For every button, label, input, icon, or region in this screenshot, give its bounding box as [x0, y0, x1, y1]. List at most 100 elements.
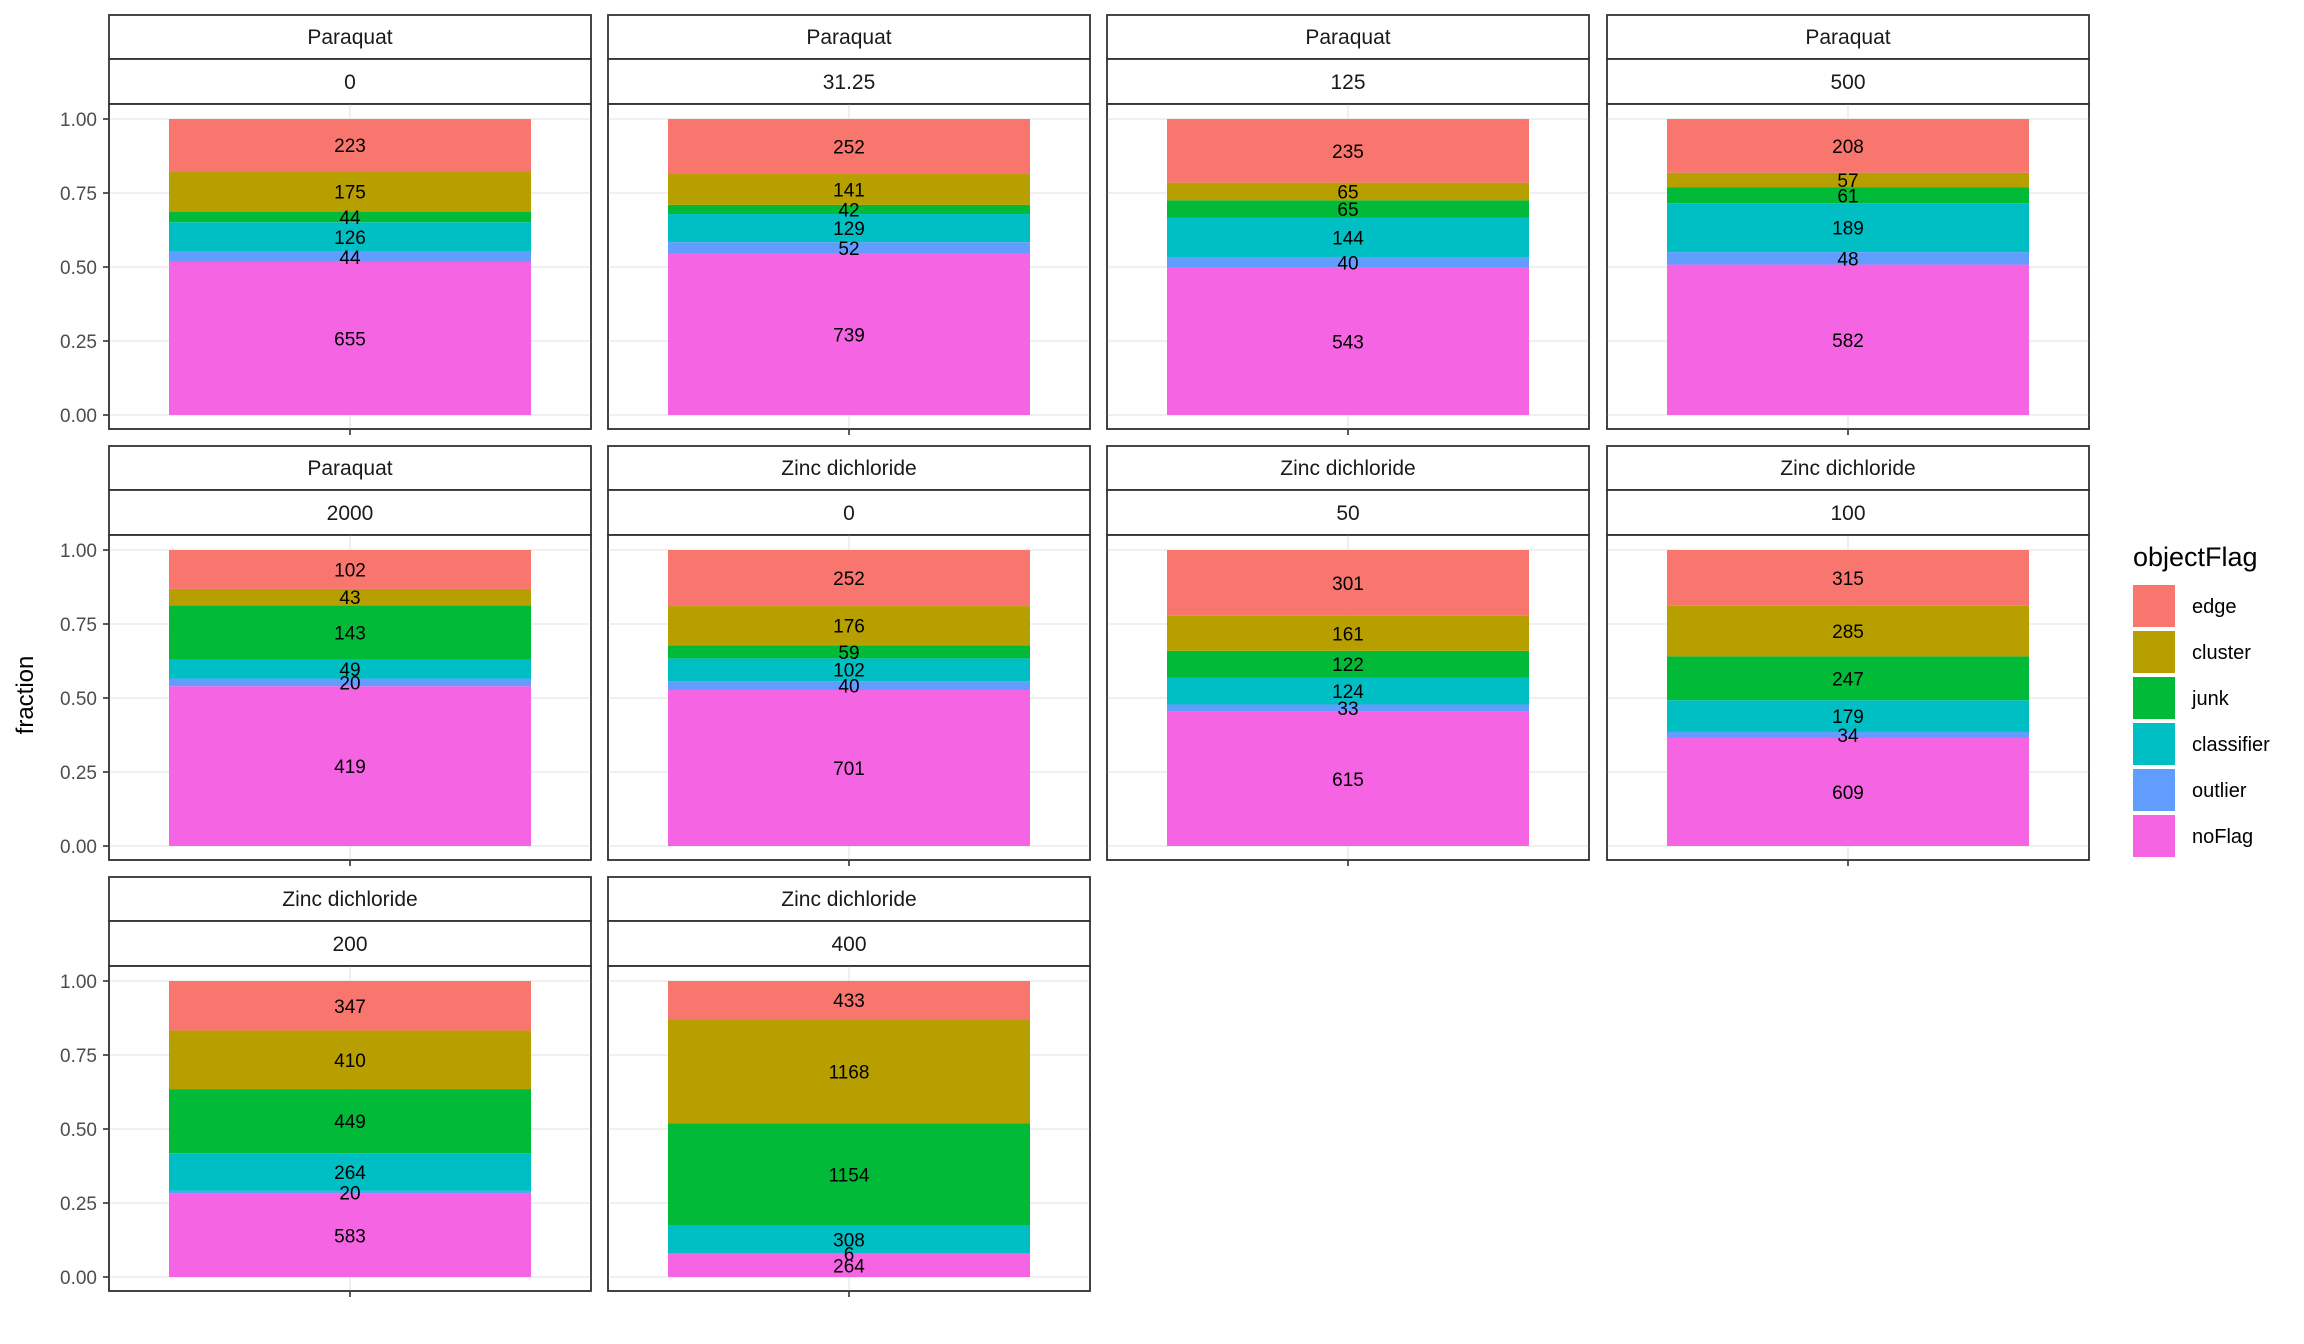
data-label-junk: 65 [1337, 200, 1358, 221]
bar-segment-junk [169, 211, 531, 223]
bar-segment-outlier [668, 681, 1030, 690]
data-label-cluster: 285 [1832, 622, 1864, 643]
y-tick-label: 1.00 [60, 541, 97, 562]
data-label-edge: 235 [1332, 142, 1364, 163]
facet-strip-dose-label: 400 [831, 933, 866, 956]
data-label-edge: 252 [833, 569, 865, 590]
data-label-classifier: 189 [1832, 219, 1864, 240]
bar-segment-outlier [169, 1190, 531, 1194]
legend-key-junk [2133, 677, 2175, 719]
legend-label-noFlag: noFlag [2192, 826, 2253, 848]
data-label-cluster: 65 [1337, 183, 1358, 204]
bar-segment-edge [668, 119, 1030, 175]
bar-segment-edge [1167, 550, 1529, 616]
bar-segment-junk [1167, 650, 1529, 678]
bar-segment-outlier [668, 242, 1030, 254]
y-tick-label: 0.00 [60, 406, 97, 427]
facet-strip-dose [607, 58, 1091, 105]
data-label-junk: 44 [339, 208, 361, 229]
facet-strip-compound [607, 445, 1091, 491]
bar-segment-classifier [169, 222, 531, 252]
legend-label-cluster: cluster [2192, 642, 2251, 664]
legend-item-noFlag: noFlag [2133, 815, 2253, 857]
legend-item-classifier: classifier [2133, 723, 2270, 765]
facet-strip-dose [1606, 489, 2090, 536]
facet-strip-dose-label: 500 [1830, 71, 1865, 94]
y-tick-label: 0.75 [60, 1046, 97, 1067]
facet-strip-compound [607, 14, 1091, 60]
data-label-edge: 223 [334, 136, 366, 157]
bar-segment-cluster [668, 1019, 1030, 1124]
data-label-classifier: 144 [1332, 228, 1364, 249]
facet-strip-dose-label: 100 [1830, 502, 1865, 525]
y-tick-label: 0.50 [60, 689, 97, 710]
data-label-cluster: 141 [833, 180, 865, 201]
legend-item-outlier: outlier [2133, 769, 2247, 811]
data-label-classifier: 126 [334, 228, 366, 249]
data-label-edge: 102 [334, 560, 366, 581]
data-label-junk: 1154 [829, 1165, 870, 1186]
data-label-edge: 208 [1832, 137, 1864, 158]
bar-segment-cluster [668, 174, 1030, 205]
legend-item-cluster: cluster [2133, 631, 2251, 673]
facet-strip-compound-label: Zinc dichloride [1280, 457, 1415, 480]
data-label-noFlag: 264 [833, 1256, 865, 1277]
data-label-edge: 252 [833, 138, 865, 159]
bar-segment-edge [1667, 119, 2029, 173]
bar-segment-cluster [668, 606, 1030, 646]
bar-segment-cluster [1167, 615, 1529, 651]
data-label-classifier: 308 [833, 1230, 865, 1251]
facet-strip-compound [108, 14, 592, 60]
data-label-outlier: 40 [838, 677, 859, 698]
data-label-junk: 143 [334, 624, 366, 645]
legend-label-edge: edge [2192, 596, 2237, 618]
legend-label-junk: junk [2191, 688, 2230, 710]
bar-segment-classifier [1167, 677, 1529, 705]
data-label-cluster: 161 [1332, 624, 1364, 645]
data-label-outlier: 20 [339, 1183, 360, 1204]
bar-segment-cluster [1167, 182, 1529, 201]
bar-segment-classifier [1667, 700, 2029, 732]
legend-item-junk: junk [2133, 677, 2230, 719]
facet-strip-dose [108, 58, 592, 105]
facet-strip-compound [108, 445, 592, 491]
bar-segment-outlier [1667, 252, 2029, 265]
bar-segment-noFlag [169, 1193, 531, 1277]
bar-segment-classifier [1667, 203, 2029, 253]
bar-segment-junk [1167, 200, 1529, 218]
bar-segment-edge [169, 119, 531, 172]
bar-segment-noFlag [169, 686, 531, 846]
bar-segment-classifier [668, 214, 1030, 243]
bar-segment-edge [169, 981, 531, 1031]
y-tick-label: 1.00 [60, 972, 97, 993]
facet-strip-compound-label: Paraquat [1305, 26, 1390, 49]
data-label-outlier: 34 [1837, 726, 1859, 747]
facet-strip-compound-label: Zinc dichloride [1780, 457, 1915, 480]
facet-strip-dose-label: 0 [843, 502, 855, 525]
data-label-noFlag: 609 [1832, 783, 1864, 804]
data-label-cluster: 176 [833, 617, 865, 638]
facet-strip-dose [1106, 58, 1590, 105]
data-label-noFlag: 739 [833, 325, 865, 346]
bar-segment-edge [668, 981, 1030, 1020]
bar-segment-noFlag [1667, 264, 2029, 415]
bar-segment-classifier [1167, 217, 1529, 257]
facet-strip-dose-label: 50 [1336, 502, 1359, 525]
y-tick-label: 0.25 [60, 332, 97, 353]
data-label-noFlag: 583 [334, 1226, 366, 1247]
data-label-edge: 433 [833, 991, 865, 1012]
legend: objectFlag edge cluster junk classifier outl… [2133, 542, 2270, 857]
y-tick-label: 0.25 [60, 763, 97, 784]
bar-segment-classifier [668, 658, 1030, 682]
bar-segment-classifier [169, 1153, 531, 1191]
bar-segment-cluster [1667, 605, 2029, 657]
data-label-junk: 449 [334, 1112, 366, 1133]
data-label-junk: 61 [1837, 186, 1858, 207]
